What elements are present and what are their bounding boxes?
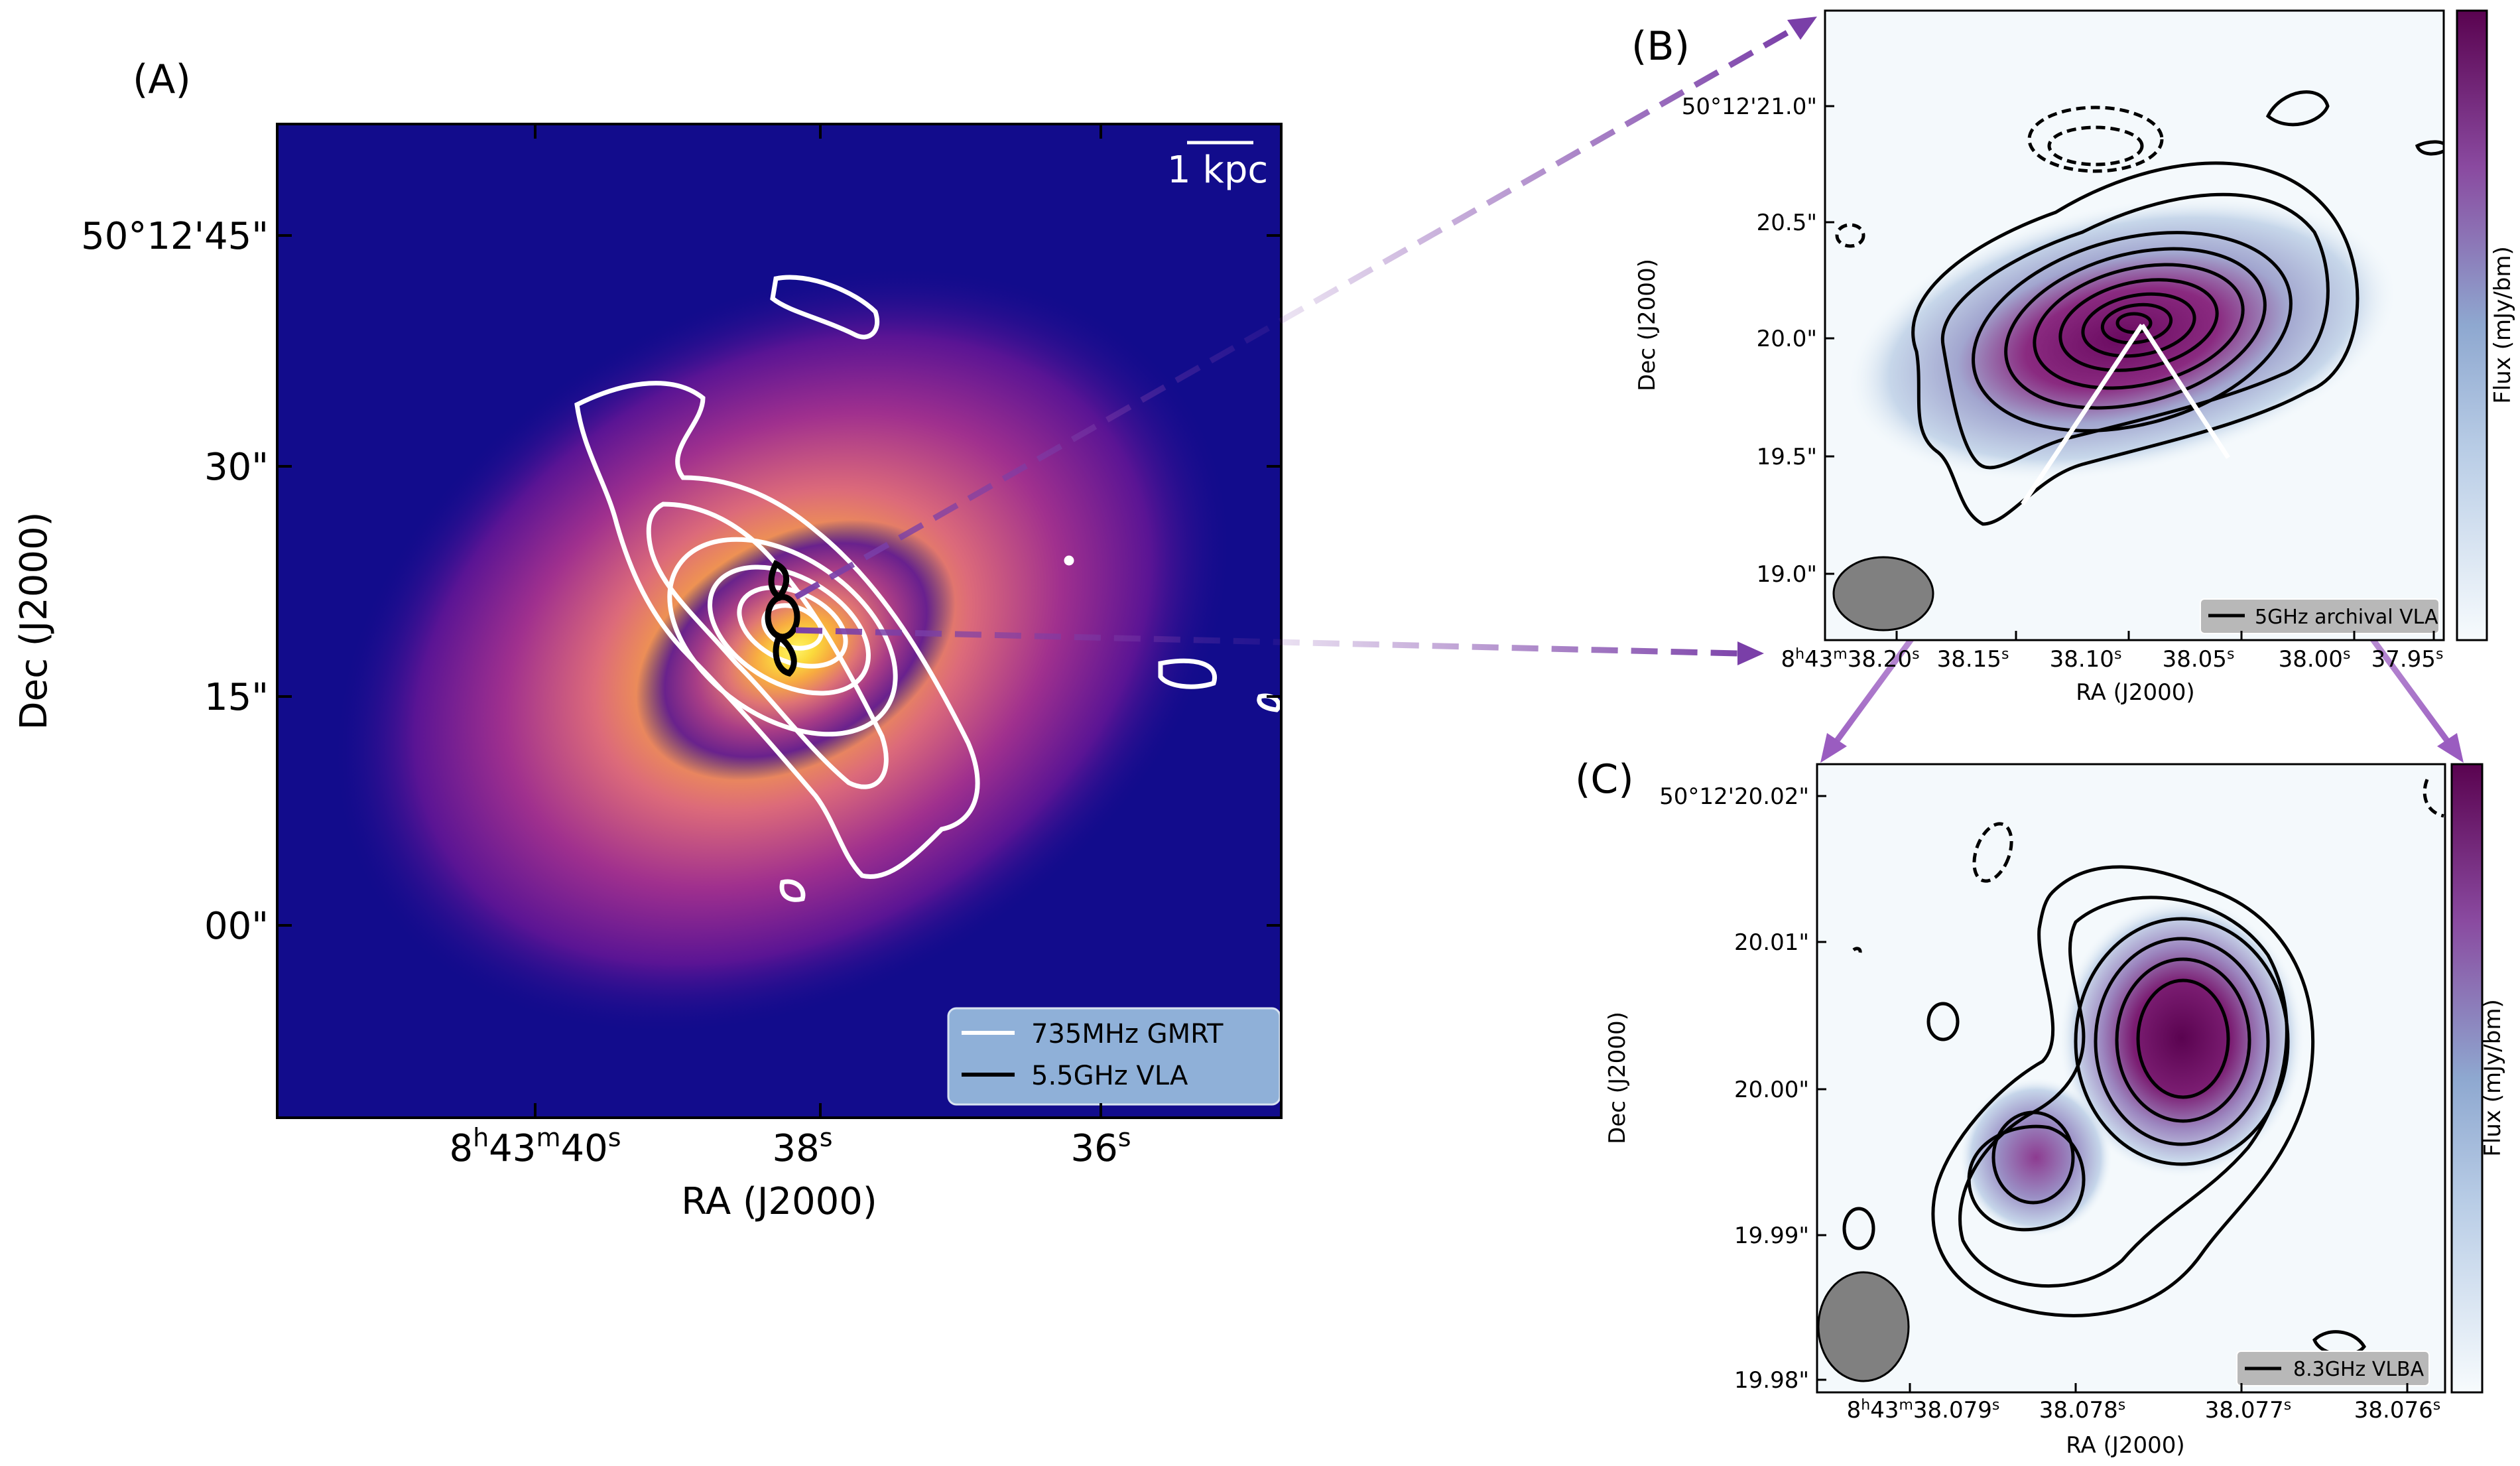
arrow-b-to-c-right-head [2437,733,2464,763]
panel-b-tick-marks [1825,105,2435,640]
panel-b-xtick-0: 8h43m38.20s [1781,646,1919,673]
panel-c-xtick-1: 38.078s [2039,1397,2125,1424]
arrow-a-to-b-head [1787,17,1817,40]
vla-contours [765,559,800,677]
panel-c-colorbar-label: Flux (mJy/bm) [2480,999,2506,1156]
panel-a-xtick-1: 38s [772,1123,832,1170]
panel-c: (C) [1575,756,2506,1459]
panel-c-ytick-3: 19.99" [1734,1223,1809,1249]
panel-b-image: 5GHz archival VLA [1825,11,2444,640]
panel-b-contours [1911,90,2444,526]
panel-b: (B) [1631,9,2516,706]
panel-b-xtick-4: 38.00s [2279,646,2351,673]
panel-a-ytick-0: 50°12'45" [81,215,269,258]
panel-c-xtick-0: 8h43m38.079s [1847,1397,2000,1424]
panel-c-ytick-4: 19.98" [1734,1367,1809,1394]
panel-a-label: (A) [133,56,191,103]
panel-b-colorbar-label: Flux (mJy/bm) [2489,246,2516,403]
scalebar: 1 kpc [1167,141,1268,192]
panel-b-zoom-line-left [2021,324,2144,505]
panel-c-negative-contours [1972,779,2444,883]
panel-a-image: 735MHz GMRT 5.5GHz VLA 1 kpc [277,124,1281,1118]
panel-c-contours [1842,865,2367,1357]
panel-b-emission [1848,196,2396,481]
panel-b-legend-label: 5GHz archival VLA [2255,606,2438,629]
panel-c-tick-marks [1817,795,2409,1392]
panel-a-xlabel: RA (J2000) [681,1180,877,1223]
panel-a-yticks-marks [277,124,1281,1118]
panel-a-ytick-1: 30" [204,446,269,489]
panel-b-xlabel: RA (J2000) [2076,679,2194,706]
panel-b-frame [1824,9,2445,641]
panel-c-ytick-2: 20.00" [1734,1077,1809,1103]
panel-c-legend-label: 8.3GHz VLBA [2293,1358,2425,1381]
legend-label-vla: 5.5GHz VLA [1031,1061,1188,1091]
panel-a-legend: 735MHz GMRT 5.5GHz VLA [947,1007,1281,1106]
panel-c-beam [1817,1271,1910,1382]
panel-c-emission-secondary [1960,1078,2112,1237]
panel-b-xtick-2: 38.10s [2050,646,2122,673]
scalebar-label: 1 kpc [1167,149,1268,192]
arrow-a-to-b-lower-head [1737,641,1764,665]
panel-c-label: (C) [1575,756,1634,803]
panel-b-colorbar [2456,9,2488,641]
panel-b-ytick-1: 20.5" [1757,210,1817,236]
panel-c-xlabel: RA (J2000) [2066,1432,2184,1459]
panel-b-label: (B) [1631,23,1690,70]
panel-b-xtick-1: 38.15s [1937,646,2009,673]
panel-c-legend: 8.3GHz VLBA [2236,1351,2430,1386]
arrow-a-to-b [794,21,1806,600]
panel-b-ytick-0: 50°12'21.0" [1682,94,1817,120]
arrow-b-to-c-left-head [1820,733,1847,763]
panel-b-legend-box [2200,598,2440,634]
panel-b-ytick-2: 20.0" [1757,326,1817,352]
panel-a-ytick-2: 15" [204,676,269,719]
panel-a-ytick-3: 00" [204,905,269,948]
panel-a-xtick-0: 8h43m40s [449,1123,621,1170]
panel-c-ytick-1: 20.01" [1734,929,1809,956]
panel-a-ylabel: Dec (J2000) [13,512,56,730]
panel-c-ylabel: Dec (J2000) [1604,1012,1631,1144]
panel-b-negative-contours [1835,105,2164,248]
panel-b-xtick-3: 38.05s [2163,646,2235,673]
panel-b-xtick-5: 37.95s [2371,646,2444,673]
panel-b-zoom-line-right [2140,324,2230,459]
panel-c-xtick-2: 38.077s [2205,1397,2291,1424]
panel-b-ytick-3: 19.5" [1757,444,1817,470]
panel-a: (A) [13,56,1283,1223]
panel-c-ytick-0: 50°12'20.02" [1659,783,1809,810]
legend-label-gmrt: 735MHz GMRT [1031,1019,1224,1049]
panel-c-legend-box [2236,1351,2430,1386]
panel-c-frame [1816,763,2446,1394]
panel-c-image: 8.3GHz VLBA [1817,764,2445,1392]
panel-a-frame [276,123,1283,1119]
panel-a-xtick-2: 36s [1070,1123,1131,1170]
panel-c-xtick-3: 38.076s [2354,1397,2440,1424]
panel-c-colorbar [2450,763,2484,1394]
panel-b-legend: 5GHz archival VLA [2200,598,2440,634]
panel-b-ytick-4: 19.0" [1757,561,1817,588]
panel-b-beam [1832,556,1934,632]
panel-b-ylabel: Dec (J2000) [1634,259,1661,391]
